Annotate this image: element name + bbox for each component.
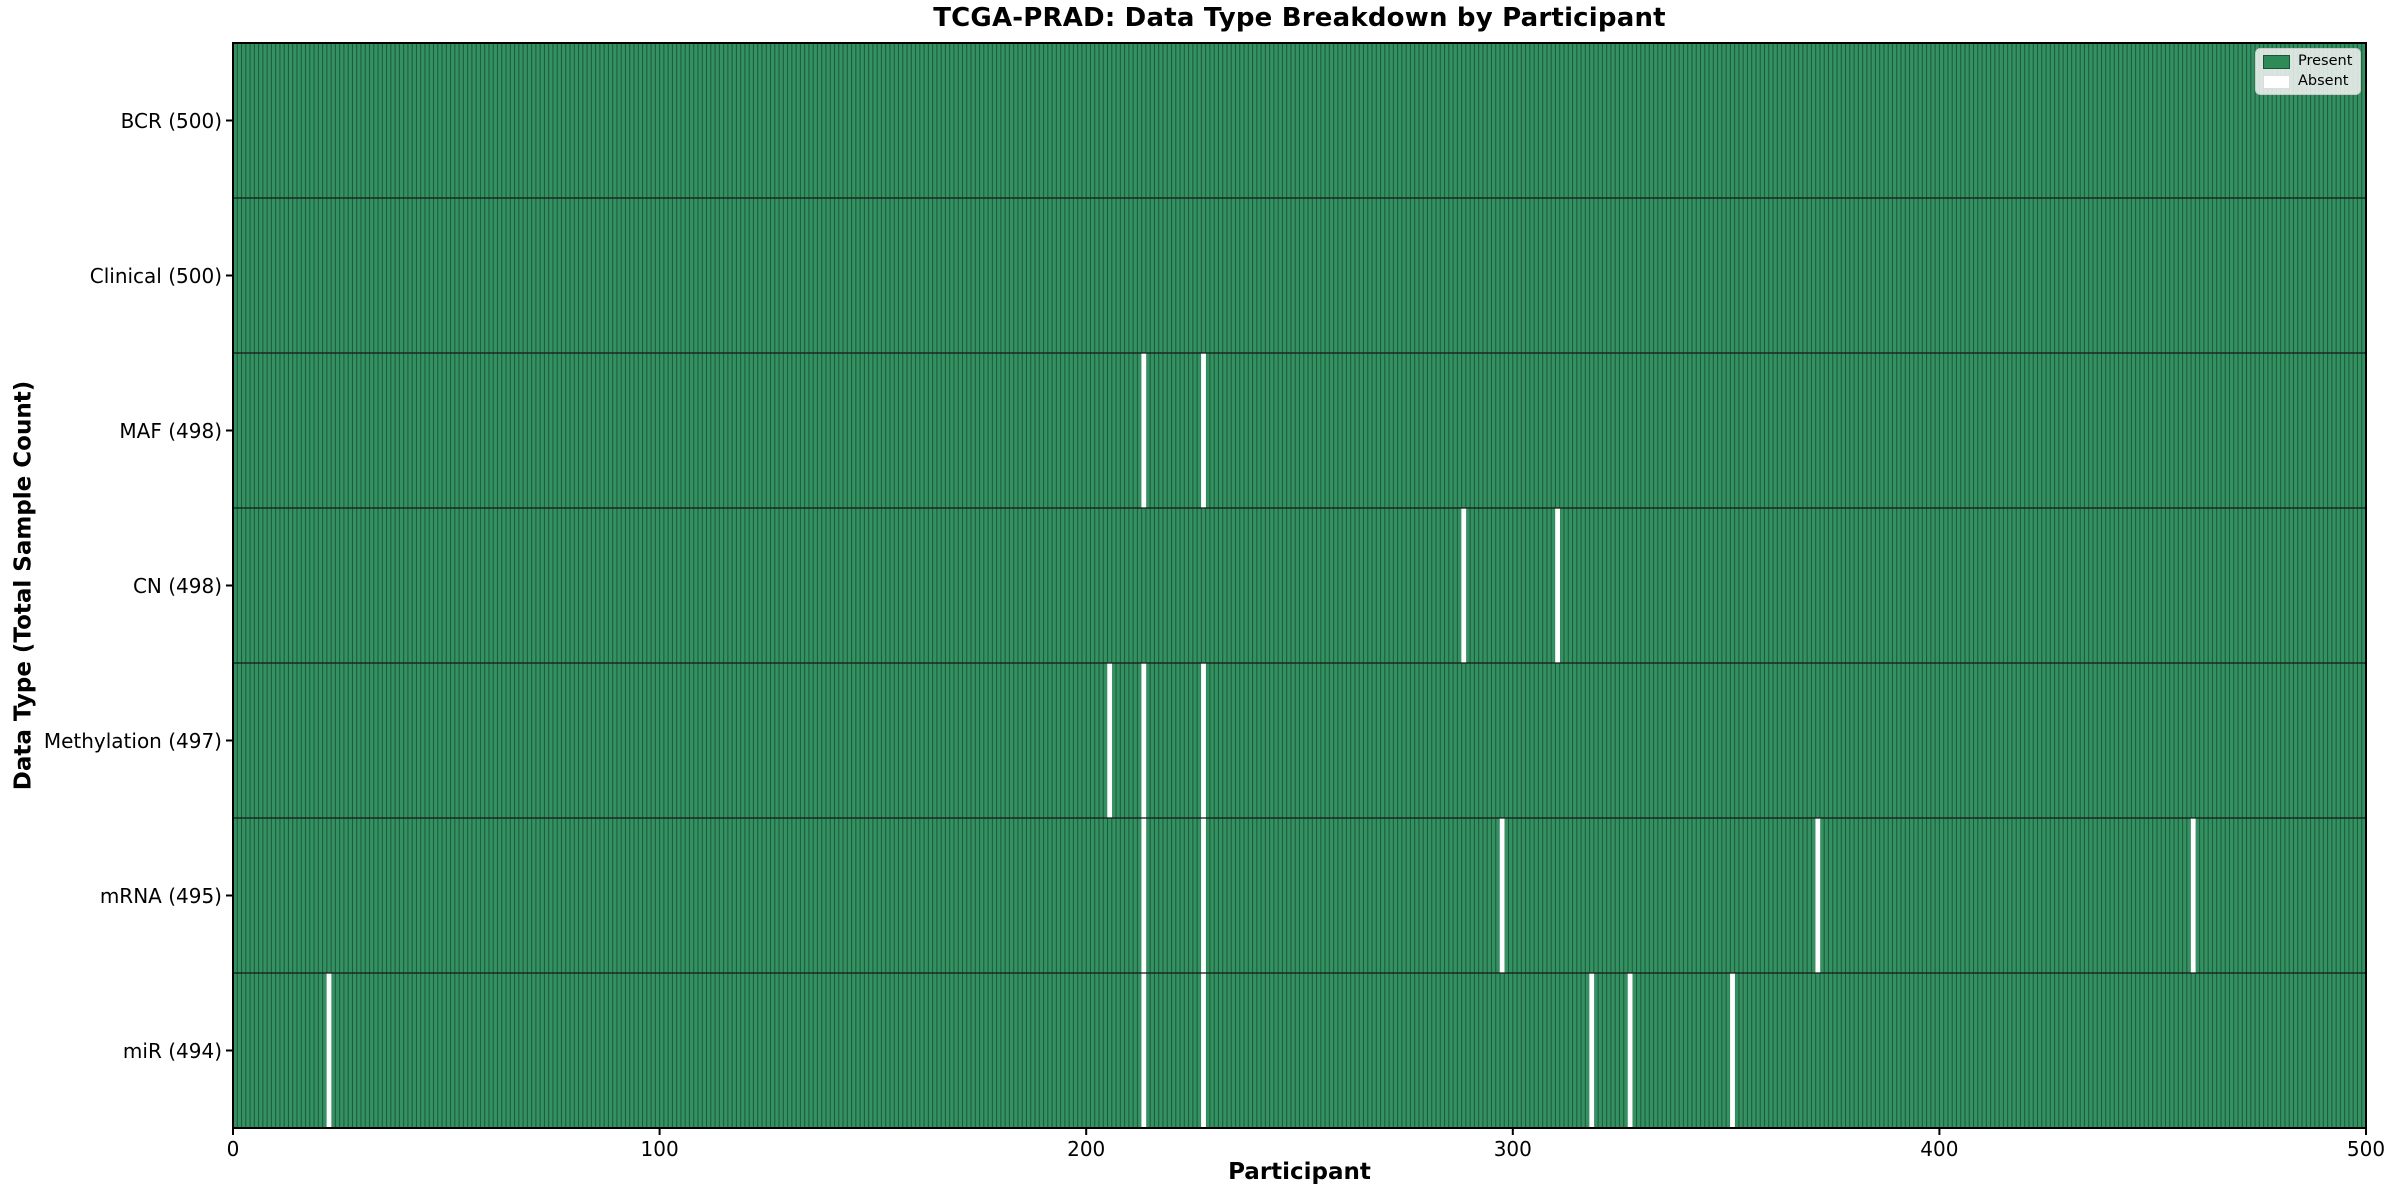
legend-label-present: Present [2298, 53, 2353, 69]
tick-marks [226, 119, 2367, 1135]
x-axis-label: Participant [1228, 1159, 1371, 1185]
y-axis-label: Data Type (Total Sample Count) [10, 380, 37, 791]
y-tick-label-BCR: BCR (500) [120, 108, 222, 133]
absent-gap-miR-213 [1141, 973, 1147, 1128]
absent-gap-MAF-213 [1141, 353, 1147, 508]
absent-gap-MAF-227 [1201, 353, 1206, 508]
absent-gap-miR-327 [1627, 973, 1633, 1128]
absent-gap-Methylation-227 [1201, 663, 1206, 818]
y-tick-label-Clinical: Clinical (500) [89, 263, 222, 288]
x-tick-label-200: 200 [1067, 1137, 1106, 1161]
legend: Present Absent [2255, 48, 2361, 95]
absent-gap-miR-22 [326, 973, 332, 1128]
absent-gap-CN-310 [1555, 508, 1561, 663]
legend-label-absent: Absent [2298, 73, 2349, 89]
x-tick-label-0: 0 [226, 1137, 240, 1161]
x-tick-label-400: 400 [1920, 1137, 1959, 1161]
absent-gap-miR-318 [1589, 973, 1595, 1128]
absent-gap-miR-351 [1730, 973, 1735, 1128]
x-tick-label-100: 100 [640, 1137, 679, 1161]
row-mRNA [1141, 818, 2196, 973]
absent-gap-miR-227 [1201, 973, 1206, 1128]
absent-gap-mRNA-213 [1141, 818, 1147, 973]
row-miR [326, 973, 1735, 1128]
absent-gap-mRNA-371 [1815, 818, 1821, 973]
bar-edge-stripes [236, 43, 2363, 1128]
present-swatch-icon [2263, 54, 2290, 69]
absent-gap-Methylation-205 [1107, 663, 1113, 818]
legend-entry-present: Present [2263, 54, 2353, 69]
row-CN [1461, 508, 1561, 663]
absent-gap-CN-288 [1461, 508, 1467, 663]
row-MAF [1141, 353, 1206, 508]
row-dividers [233, 197, 2366, 974]
row-Methylation [1107, 663, 1206, 818]
absent-gap-mRNA-459 [2190, 818, 2196, 973]
x-tick-label-500: 500 [2346, 1137, 2386, 1161]
absent-gap-mRNA-297 [1499, 818, 1505, 973]
absent-swatch-icon [2263, 74, 2290, 89]
chart-title: TCGA-PRAD: Data Type Breakdown by Partic… [933, 3, 1666, 33]
y-tick-label-miR: miR (494) [122, 1038, 222, 1063]
x-tick-label-300: 300 [1493, 1137, 1532, 1161]
y-tick-label-CN: CN (498) [132, 573, 222, 598]
legend-entry-absent: Absent [2263, 74, 2353, 89]
absent-gap-mRNA-227 [1201, 818, 1206, 973]
absent-gap-Methylation-213 [1141, 663, 1147, 818]
y-tick-label-MAF: MAF (498) [119, 418, 222, 443]
y-tick-label-mRNA: mRNA (495) [99, 883, 222, 908]
y-tick-label-Methylation: Methylation (497) [43, 728, 222, 753]
